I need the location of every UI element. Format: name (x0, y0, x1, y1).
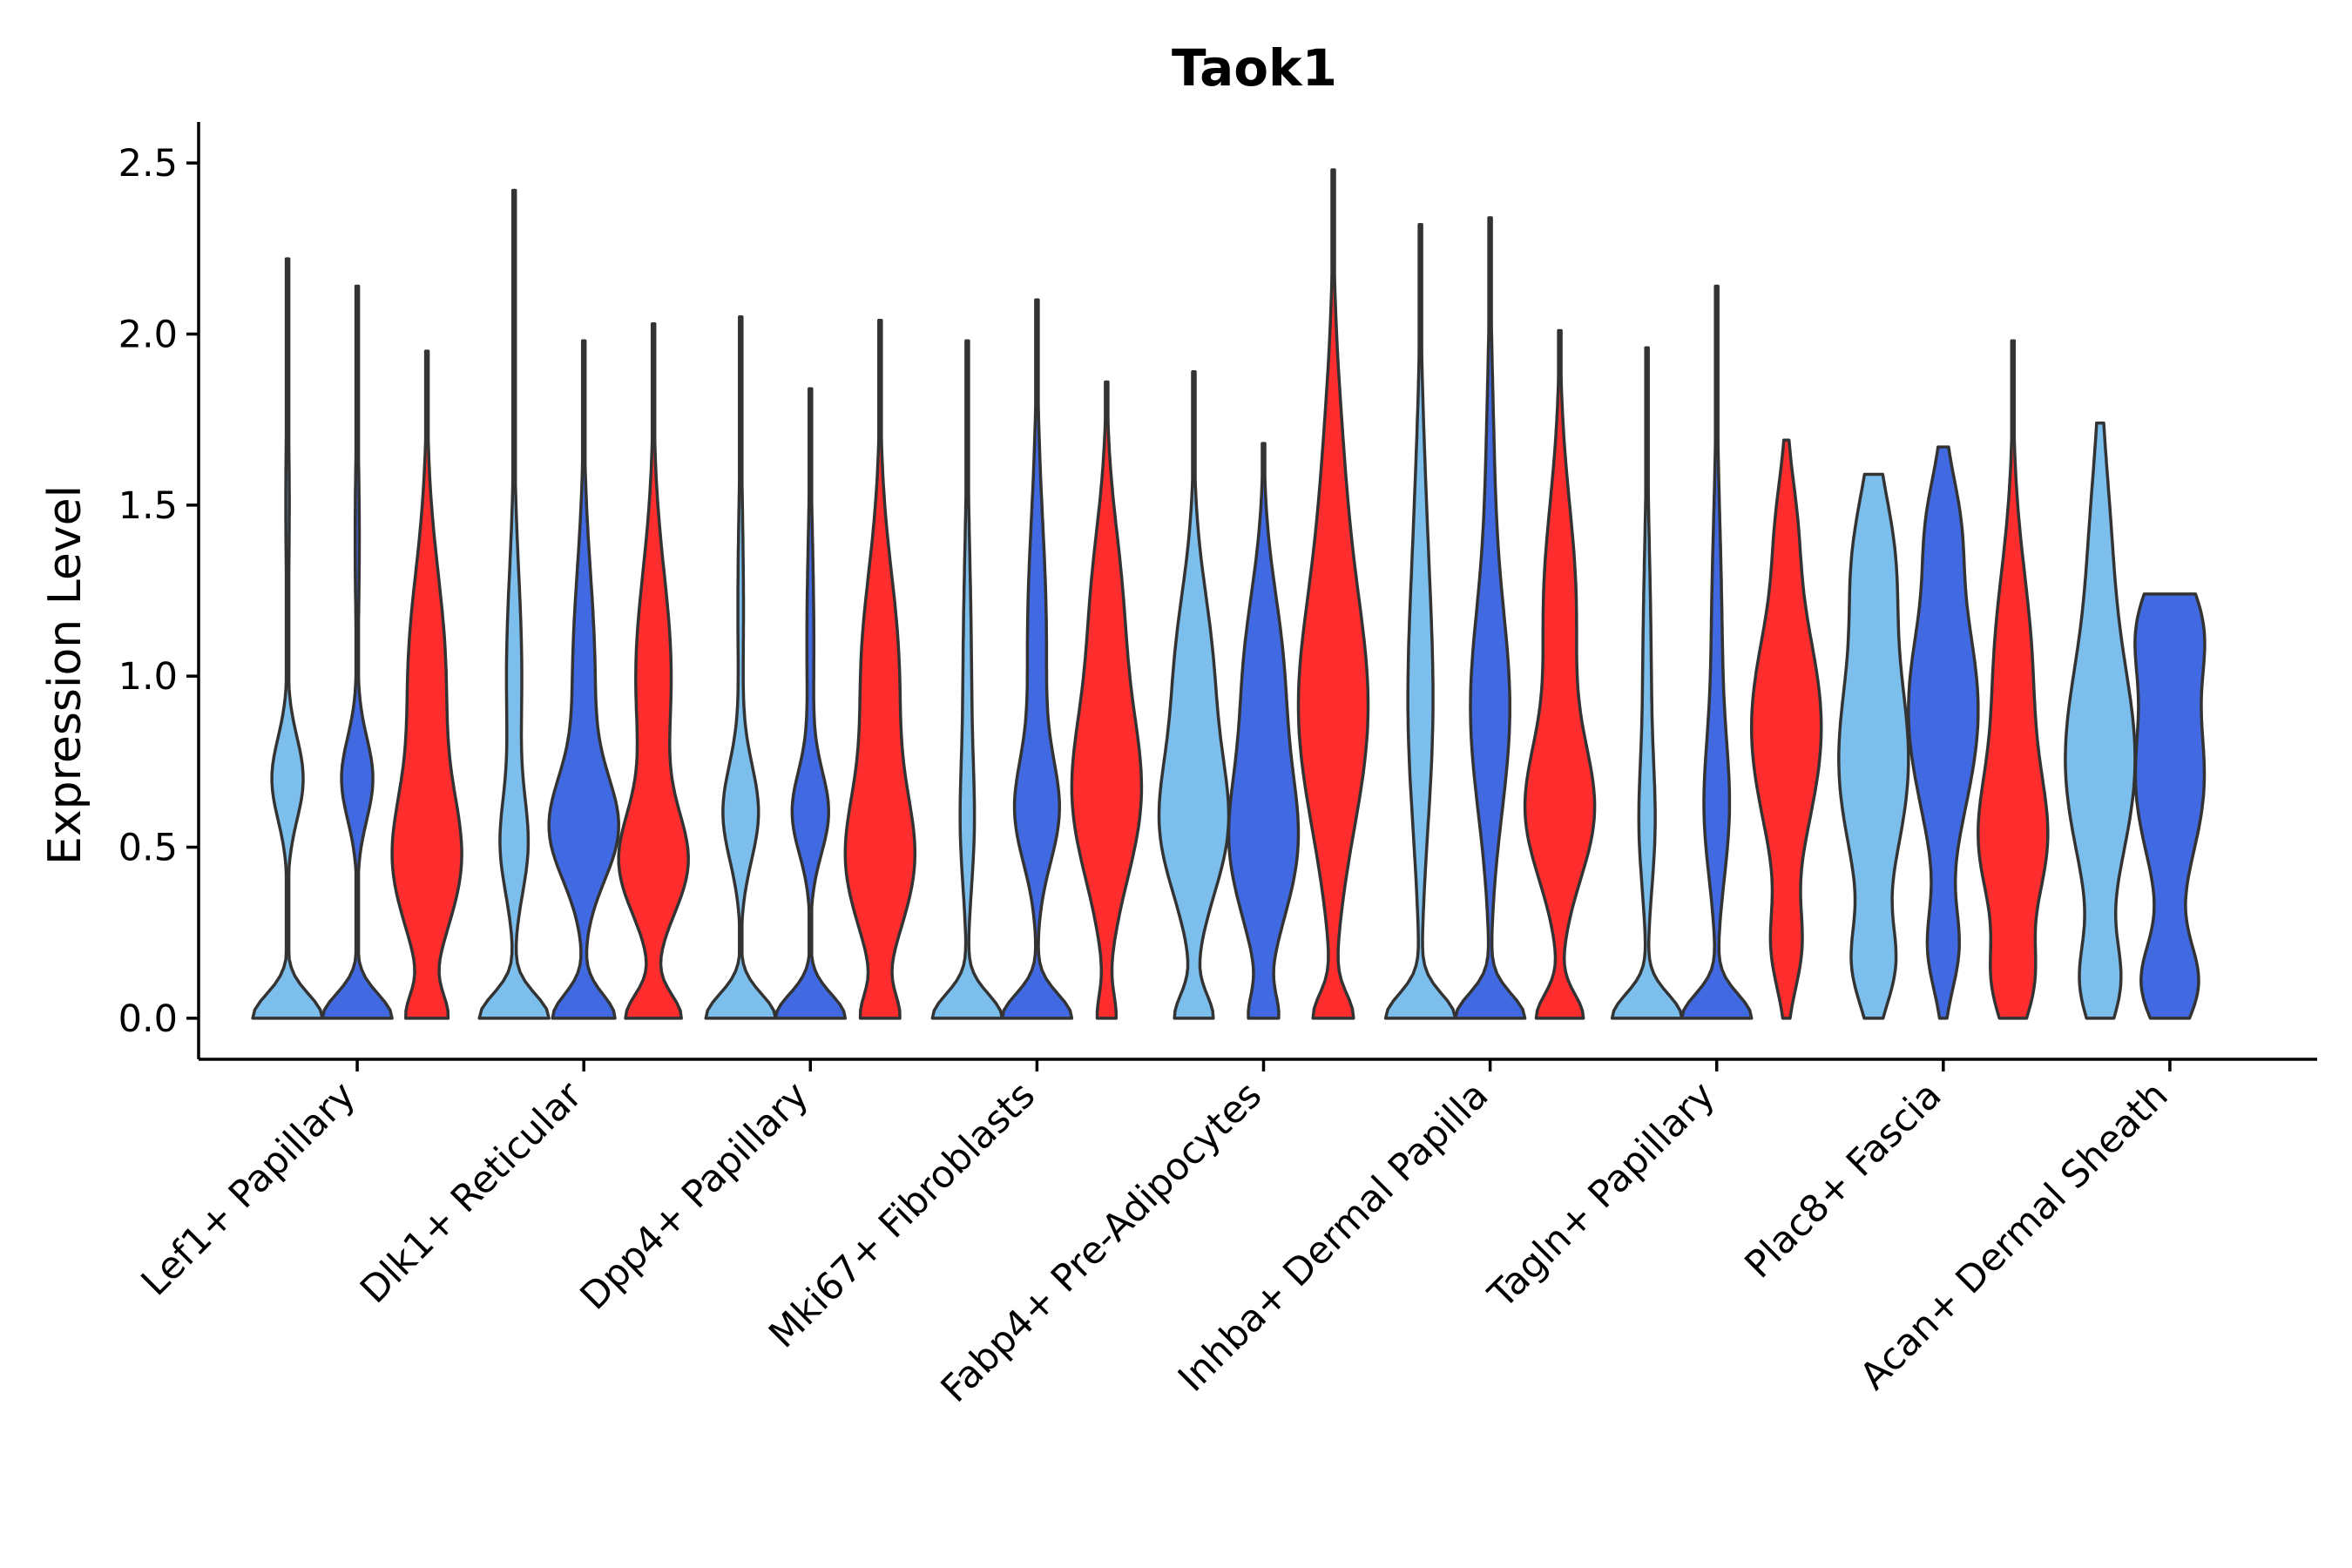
y-tick-label: 2.5 (118, 142, 178, 186)
violin-acan-dermal-sheath-group-1 (2064, 421, 2137, 1020)
violin-plac8-fascia-group-1 (1837, 472, 1910, 1020)
violin-fabp4-pre-adipocytes-group-3 (1296, 168, 1370, 1020)
y-tick-label: 0.5 (118, 827, 178, 870)
violin-dpp4-papillary-group-2 (774, 387, 848, 1020)
violin-fabp4-pre-adipocytes-group-2 (1227, 442, 1301, 1020)
violin-lef1-papillary-group-3 (390, 349, 463, 1020)
violin-dpp4-papillary-group-1 (704, 315, 778, 1020)
violin-mki67-fibroblasts-group-2 (1000, 298, 1074, 1020)
violins-layer (251, 168, 2207, 1020)
y-axis-ticks: 0.0 0.5 1.0 1.5 2.0 2.5 (118, 142, 199, 1041)
violin-lef1-papillary-group-2 (321, 284, 394, 1020)
violin-inhba-dermal-papilla-group-3 (1523, 328, 1597, 1020)
y-axis-label: Expression Level (39, 485, 91, 865)
chart-title: Taok1 (1172, 38, 1337, 98)
y-tick-label: 1.0 (118, 655, 178, 699)
violin-tagln-papillary-group-3 (1749, 438, 1823, 1020)
violin-inhba-dermal-papilla-group-2 (1453, 216, 1527, 1020)
violin-mki67-fibroblasts-group-3 (1070, 380, 1144, 1020)
violin-fabp4-pre-adipocytes-group-1 (1157, 369, 1231, 1020)
violin-acan-dermal-sheath-group-2 (2133, 592, 2207, 1020)
y-tick-label: 0.0 (118, 997, 178, 1041)
violin-dlk1-reticular-group-1 (477, 188, 551, 1020)
violin-plac8-fascia-group-2 (1907, 445, 1980, 1020)
violin-dlk1-reticular-group-3 (617, 321, 690, 1020)
violin-dpp4-papillary-group-3 (843, 319, 917, 1020)
violin-plac8-fascia-group-3 (1977, 339, 2050, 1020)
violin-dlk1-reticular-group-2 (547, 339, 620, 1020)
violin-tagln-papillary-group-1 (1610, 346, 1684, 1020)
y-tick-label: 2.0 (118, 313, 178, 356)
violin-lef1-papillary-group-1 (251, 257, 324, 1020)
violin-tagln-papillary-group-2 (1680, 284, 1754, 1020)
y-tick-label: 1.5 (118, 484, 178, 528)
violin-inhba-dermal-papilla-group-1 (1383, 223, 1457, 1020)
violin-mki67-fibroblasts-group-1 (930, 339, 1004, 1020)
